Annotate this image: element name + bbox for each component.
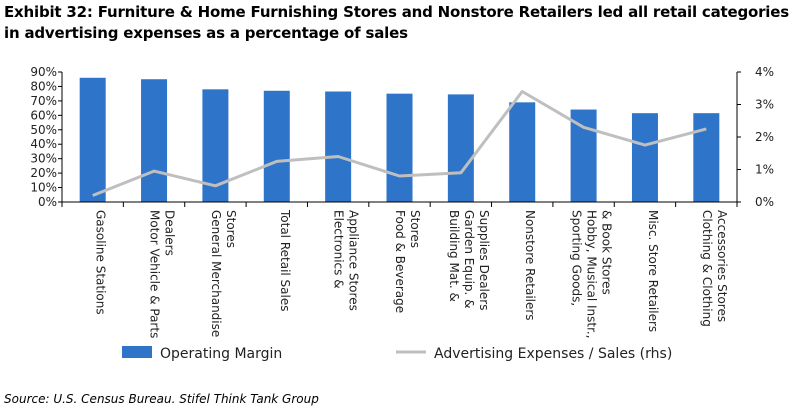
y-right-tick-label: 3%: [755, 98, 774, 112]
x-category-label: Dealers: [163, 210, 177, 256]
x-category-label: Misc. Store Retailers: [646, 210, 660, 332]
x-category-label: Accessories Stores: [715, 210, 729, 322]
x-category-label: Total Retail Sales: [278, 209, 292, 312]
x-category-label: Supplies Dealers: [477, 210, 491, 310]
x-category-label: Hobby, Musical Instr.,: [585, 210, 599, 339]
x-category-label: Sporting Goods,: [570, 210, 584, 306]
y-left-tick-label: 10%: [30, 181, 57, 195]
x-category-label: Gasoline Stations: [94, 210, 108, 315]
y-right-tick-label: 4%: [755, 65, 774, 79]
y-left-tick-label: 70%: [30, 94, 57, 108]
legend-label-operating-margin: Operating Margin: [160, 346, 282, 362]
x-category-label: General Merchandise: [209, 210, 223, 337]
x-category-label: Nonstore Retailers: [523, 210, 537, 321]
y-left-tick-label: 90%: [30, 65, 57, 79]
x-category-label: Stores: [224, 210, 238, 248]
x-category-label: Clothing & Clothing: [700, 210, 714, 327]
x-category-label: Motor Vehicle & Parts: [148, 210, 162, 338]
x-category-label: Stores: [408, 210, 422, 248]
x-category-label: Garden Equip. &: [462, 210, 476, 309]
y-left-tick-label: 0%: [38, 195, 57, 209]
bar-operating-margin: [447, 94, 474, 202]
bar-operating-margin: [509, 102, 536, 202]
bar-operating-margin: [79, 77, 106, 202]
y-left-tick-label: 50%: [30, 123, 57, 137]
y-left-tick-label: 80%: [30, 79, 57, 93]
bar-operating-margin: [386, 93, 413, 202]
bar-operating-margin: [631, 113, 658, 202]
y-left-tick-label: 40%: [30, 137, 57, 151]
bar-operating-margin: [693, 113, 720, 202]
legend-label-advertising: Advertising Expenses / Sales (rhs): [434, 346, 672, 362]
bar-operating-margin: [325, 91, 352, 202]
x-category-label: & Book Stores: [600, 210, 614, 295]
y-left-tick-label: 60%: [30, 108, 57, 122]
y-left-tick-label: 30%: [30, 152, 57, 166]
y-right-tick-label: 0%: [755, 195, 774, 209]
bar-operating-margin: [141, 79, 168, 202]
chart-title: Exhibit 32: Furniture & Home Furnishing …: [4, 3, 789, 42]
line-advertising-expenses: [92, 90, 707, 197]
y-left-tick-label: 20%: [30, 166, 57, 180]
bar-operating-margin: [263, 90, 290, 202]
x-category-label: Food & Beverage: [393, 210, 407, 313]
source-note: Source: U.S. Census Bureau. Stifel Think…: [4, 392, 319, 406]
x-category-label: Electronics &: [332, 210, 346, 289]
y-right-tick-label: 2%: [755, 130, 774, 144]
bar-operating-margin: [570, 109, 597, 202]
x-category-label: Appliance Stores: [347, 210, 361, 311]
x-category-label: Building Mat. &: [447, 210, 461, 302]
legend-swatch-operating-margin: [122, 346, 152, 358]
y-right-tick-label: 1%: [755, 163, 774, 177]
